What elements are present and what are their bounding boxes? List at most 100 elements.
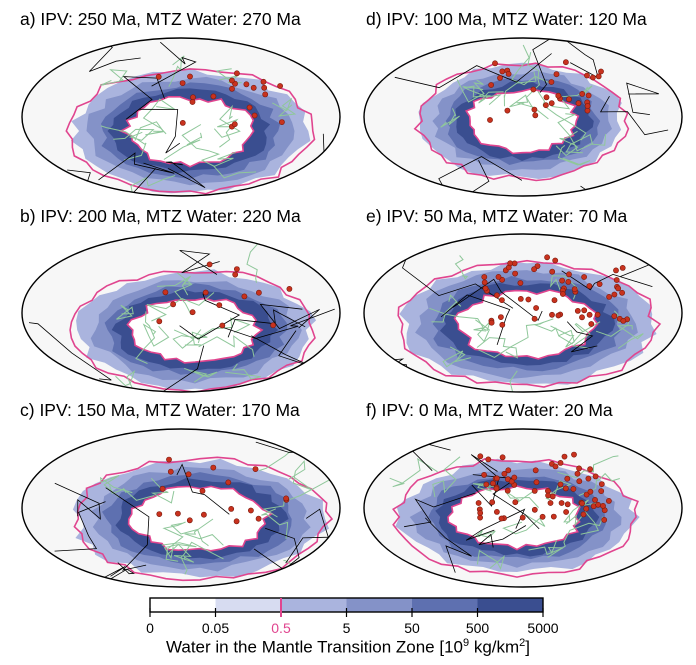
ipv-site xyxy=(186,517,193,524)
ipv-site xyxy=(580,511,587,518)
ipv-site xyxy=(206,261,213,268)
plate-boundary xyxy=(28,322,112,381)
ipv-site xyxy=(499,454,506,461)
ipv-site xyxy=(481,472,487,478)
ipv-site xyxy=(525,296,532,303)
colorbar-segment-1 xyxy=(215,598,282,612)
ipv-site xyxy=(477,453,484,460)
ipv-site xyxy=(548,79,555,85)
ipv-site xyxy=(155,73,162,80)
plate-boundary xyxy=(532,38,551,93)
ipv-site xyxy=(278,119,285,125)
ipv-site xyxy=(585,475,592,482)
ipv-site xyxy=(250,84,257,91)
ipv-site xyxy=(566,96,572,103)
plate-boundary xyxy=(179,250,220,275)
ipv-site xyxy=(611,313,618,319)
ipv-site xyxy=(594,311,601,318)
plate-boundary xyxy=(599,96,669,136)
ipv-site xyxy=(581,307,588,314)
panel-a-title: a) IPV: 250 Ma, MTZ Water: 270 Ma xyxy=(20,9,301,29)
plate-boundary xyxy=(122,76,165,120)
ipv-site xyxy=(605,498,612,504)
ipv-site xyxy=(581,274,587,280)
continent-outline xyxy=(462,86,502,105)
ipv-site xyxy=(199,488,206,494)
ipv-site xyxy=(231,121,238,128)
ipv-site xyxy=(575,100,582,107)
mtz-contour xyxy=(73,456,334,582)
continent-outline xyxy=(545,480,572,501)
ipv-site xyxy=(619,289,625,296)
continent-outline xyxy=(109,485,155,501)
ipv-site xyxy=(233,70,240,77)
ipv-site xyxy=(545,492,551,499)
colorbar-label-prefix: Water in the Mantle Transition Zone [10 xyxy=(165,637,463,657)
continent-outline xyxy=(547,516,604,558)
mtz-contour xyxy=(69,270,316,392)
colorbar-segment-3 xyxy=(346,598,413,612)
dry-interior xyxy=(126,297,264,364)
ipv-site xyxy=(210,464,217,471)
continent-outline xyxy=(557,455,619,479)
continent-outline xyxy=(464,85,504,104)
ipv-site xyxy=(613,267,619,274)
ipv-site xyxy=(498,297,505,303)
continent-outline xyxy=(213,104,241,138)
ipv-site xyxy=(576,478,583,485)
ipv-site xyxy=(475,500,482,506)
ipv-site xyxy=(202,289,209,296)
ipv-site xyxy=(156,318,163,325)
ipv-site xyxy=(477,510,484,516)
ipv-site xyxy=(586,311,593,318)
ipv-site xyxy=(552,257,559,264)
ipv-site xyxy=(583,505,590,512)
ipv-site xyxy=(562,59,569,66)
ipv-site xyxy=(499,68,506,75)
panel-f-title: f) IPV: 0 Ma, MTZ Water: 20 Ma xyxy=(366,400,613,420)
ipv-site xyxy=(595,501,601,508)
plate-boundary xyxy=(259,303,320,330)
ipv-site xyxy=(512,499,519,506)
ipv-site xyxy=(512,270,518,277)
ipv-site xyxy=(584,72,590,79)
colorbar-segment-5 xyxy=(477,598,544,612)
continent-outline xyxy=(572,321,601,349)
ipv-site xyxy=(229,85,235,92)
continent-outline xyxy=(549,275,579,300)
ipv-site xyxy=(596,281,603,287)
ipv-site xyxy=(531,488,538,494)
colorbar-segment-4 xyxy=(412,598,478,612)
plate-boundary xyxy=(105,487,150,571)
ipv-site xyxy=(251,112,258,119)
ipv-site xyxy=(228,77,235,84)
ipv-site xyxy=(243,81,250,88)
ipv-site xyxy=(507,260,514,267)
ipv-site xyxy=(497,314,504,320)
panel-d-title: d) IPV: 100 Ma, MTZ Water: 120 Ma xyxy=(366,9,647,29)
ipv-site xyxy=(579,91,586,97)
ipv-site xyxy=(587,488,594,495)
plate-boundary xyxy=(221,308,335,339)
plate-boundary xyxy=(472,474,540,530)
ipv-site xyxy=(530,86,537,93)
continent-outline xyxy=(557,145,591,166)
map-panel-a xyxy=(21,37,341,197)
ipv-site xyxy=(585,92,592,99)
map-frame xyxy=(21,233,341,393)
continent-outline xyxy=(595,310,631,337)
ipv-site xyxy=(511,474,518,481)
ipv-site xyxy=(260,78,267,85)
ipv-site xyxy=(555,312,562,319)
continent-outline xyxy=(198,335,255,357)
continent-outline xyxy=(476,549,506,570)
ipv-site xyxy=(532,467,539,474)
plate-boundary xyxy=(364,429,451,451)
colorbar-tick-label-3: 5 xyxy=(343,620,351,636)
ipv-site xyxy=(584,103,591,109)
ipv-site xyxy=(517,280,524,286)
continent-outline xyxy=(181,124,221,167)
ipv-site xyxy=(531,266,537,273)
ipv-site xyxy=(611,291,618,298)
ipv-site xyxy=(562,485,569,492)
